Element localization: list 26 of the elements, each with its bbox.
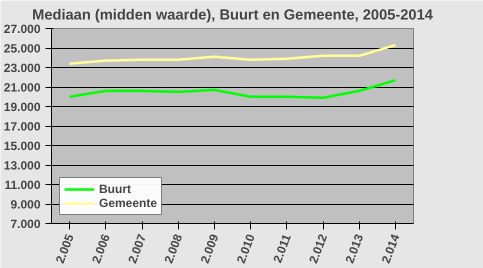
x-tick-label: 2.011 (270, 232, 294, 265)
y-tick-label: 27.000 (4, 22, 41, 36)
y-tick-label: 15.000 (4, 139, 41, 153)
legend-label: Buurt (99, 182, 131, 196)
x-tick-label: 2.008 (161, 232, 186, 266)
y-tick-label: 23.000 (4, 61, 41, 75)
x-tick-label: 2.006 (89, 232, 113, 266)
x-tick-label: 2.010 (234, 232, 258, 266)
x-tick-label: 2.013 (342, 232, 366, 266)
chart-title: Mediaan (midden waarde), Buurt en Gemeente, 2005-2014 (32, 8, 434, 24)
x-tick-label: 2.012 (306, 232, 330, 266)
y-tick-label: 11.000 (4, 178, 41, 192)
y-tick-label: 17.000 (4, 120, 41, 134)
y-tick-label: 19.000 (4, 100, 41, 114)
x-tick-label: 2.007 (125, 232, 150, 266)
y-tick-label: 7.000 (10, 217, 41, 231)
legend-label: Gemeente (99, 196, 158, 210)
x-tick-label: 2.014 (378, 232, 403, 266)
x-tick-label: 2.009 (198, 232, 222, 266)
y-tick-label: 13.000 (4, 158, 41, 172)
y-tick-label: 9.000 (10, 198, 41, 212)
y-tick-label: 21.000 (4, 80, 41, 94)
line-series (68, 44, 397, 65)
line-series (68, 78, 397, 99)
y-tick-label: 25.000 (4, 42, 41, 56)
x-tick-label: 2.005 (52, 232, 77, 266)
